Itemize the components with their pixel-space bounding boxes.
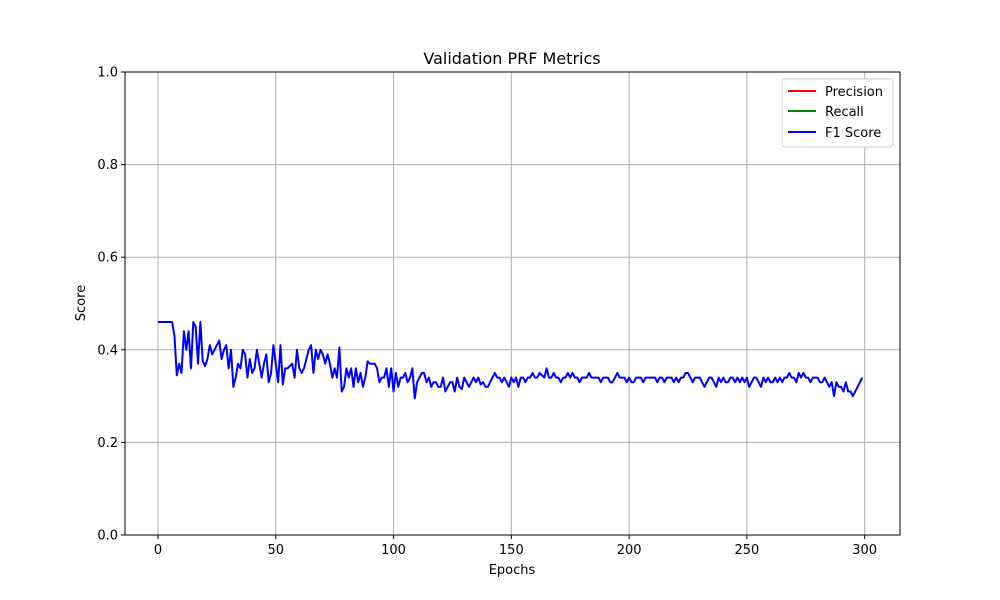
series-lines <box>157 321 864 400</box>
y-tick-label: 1.0 <box>97 66 118 81</box>
x-tick-label: 250 <box>734 543 759 558</box>
plot-area-frame <box>124 71 901 536</box>
x-tick-label: 300 <box>852 543 877 558</box>
series-line-f1-score <box>157 321 864 400</box>
y-axis-label: Score <box>74 285 89 321</box>
axis-ticks: 0 50 100 150 200 250 300 0.0 0.2 0.4 0.6 0.8 1.0 <box>97 66 877 559</box>
legend: Precision Recall F1 Score <box>781 78 894 148</box>
y-tick-label: 0.8 <box>97 158 118 173</box>
x-tick-label: 200 <box>617 543 642 558</box>
x-axis-label: Epochs <box>489 563 536 578</box>
x-tick-label: 0 <box>154 543 162 558</box>
legend-label-f1-score: F1 Score <box>825 126 881 141</box>
legend-label-precision: Precision <box>825 85 883 100</box>
chart-title: Validation PRF Metrics <box>423 49 600 68</box>
x-tick-label: 100 <box>381 543 406 558</box>
legend-label-recall: Recall <box>825 105 864 120</box>
x-tick-label: 150 <box>499 543 524 558</box>
x-tick-label: 50 <box>267 543 284 558</box>
y-tick-label: 0.6 <box>97 251 118 266</box>
y-tick-label: 0.4 <box>97 343 118 358</box>
legend-box <box>781 78 894 148</box>
y-tick-label: 0.0 <box>97 529 118 544</box>
y-tick-label: 0.2 <box>97 436 118 451</box>
